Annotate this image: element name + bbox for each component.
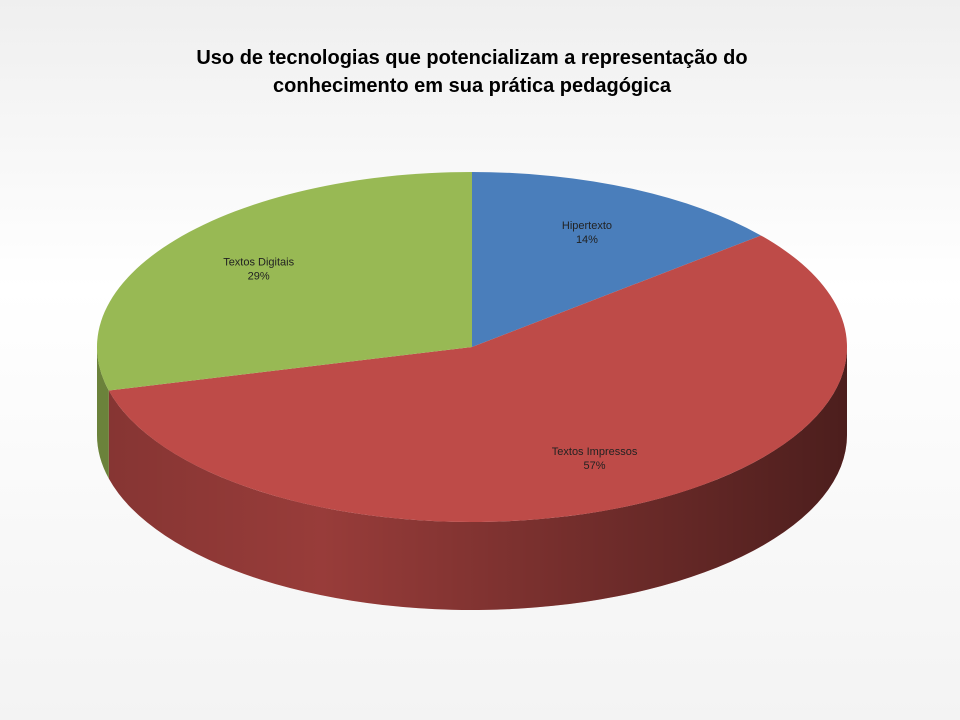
slice-label: Hipertexto	[562, 220, 612, 232]
slice	[97, 172, 473, 391]
chart-title: Uso de tecnologias que potencializam a r…	[196, 47, 748, 97]
slice-label: Textos Impressos	[552, 446, 638, 458]
slice-side-shade	[97, 347, 109, 479]
value-label: 14%	[576, 234, 598, 246]
value-label: 29%	[248, 271, 270, 283]
slice-label: Textos Digitais	[223, 257, 294, 269]
value-label: 57%	[584, 460, 606, 472]
slice-side-shade	[108, 347, 848, 611]
slice	[108, 235, 848, 523]
slice	[472, 172, 761, 347]
